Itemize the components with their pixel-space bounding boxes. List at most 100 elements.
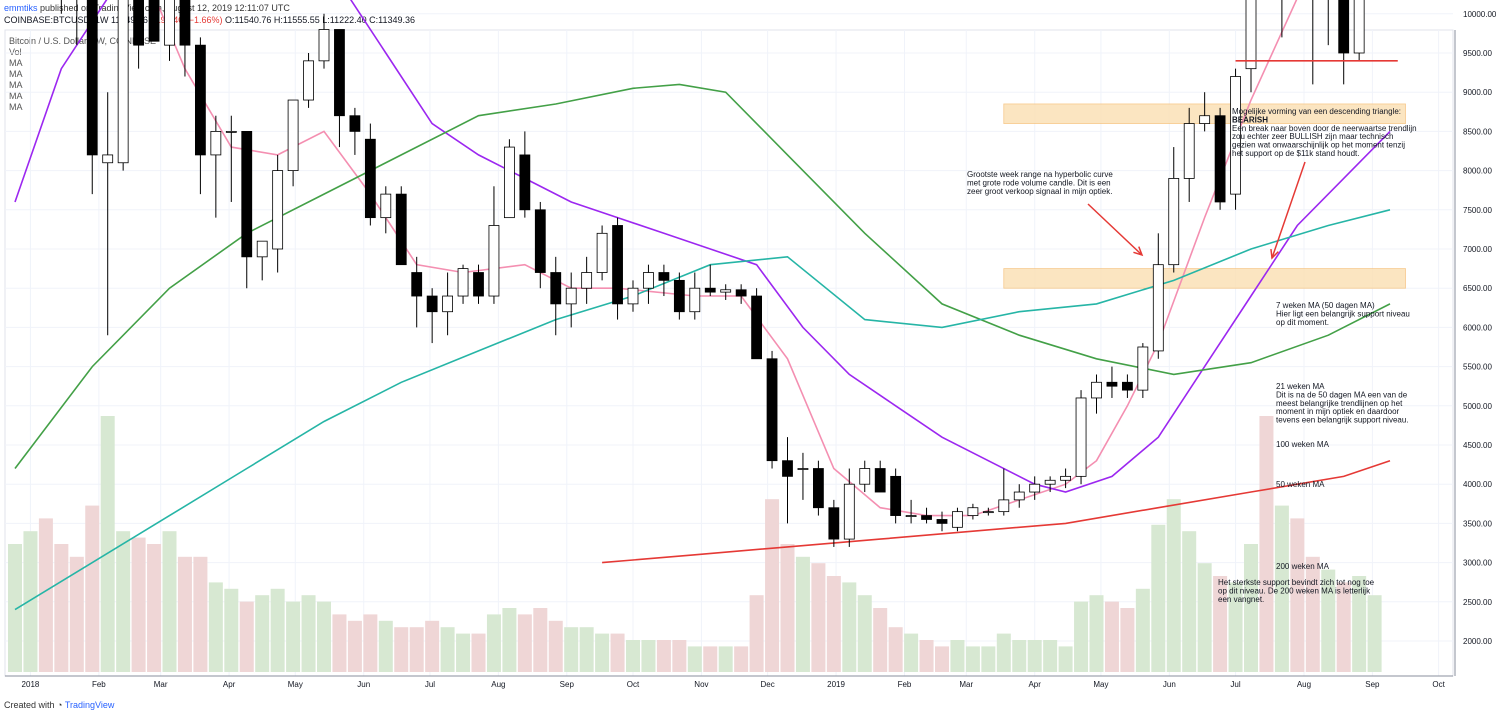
- volume-bar: [347, 620, 362, 672]
- candle-body: [426, 295, 438, 313]
- candle-body: [1060, 475, 1071, 481]
- annotation-line: moment in mijn optiek en daardoor: [1276, 407, 1400, 416]
- annotation-line: het support op de $11k stand houdt.: [1232, 149, 1360, 158]
- candle-body: [952, 511, 963, 528]
- candle-body: [1230, 76, 1241, 195]
- volume-bar: [1213, 576, 1228, 672]
- volume-bar: [935, 646, 949, 672]
- footer: Created with ◔ TradingView: [4, 700, 114, 710]
- candle-body: [550, 272, 562, 305]
- ma-line: [14, 0, 1391, 493]
- annotation-line: BEARISH: [1232, 115, 1268, 124]
- volume-bar: [811, 563, 826, 672]
- volume-bar: [1336, 582, 1351, 672]
- y-tick-label: 3000.00: [1463, 559, 1492, 568]
- candle-body: [1199, 115, 1211, 124]
- legend-ma-2[interactable]: MA: [9, 69, 23, 79]
- x-tick-label: Sep: [1365, 680, 1380, 689]
- indicator-legend: Bitcoin / U.S. Dollar, 1W, COINBASE Vol …: [9, 36, 156, 113]
- candle-body: [86, 0, 98, 156]
- y-tick-label: 6000.00: [1463, 323, 1492, 332]
- volume-bar: [1027, 640, 1042, 672]
- candle-body: [133, 0, 145, 46]
- candle-body: [334, 29, 345, 117]
- candle-body: [921, 515, 932, 520]
- volume-bar: [502, 608, 517, 672]
- annotation-line: met grote rode volume candle. Dit is een: [967, 178, 1111, 187]
- legend-ma-1[interactable]: MA: [9, 58, 23, 68]
- volume-bar: [795, 556, 810, 672]
- volume-bar: [950, 640, 965, 672]
- candle-body: [1106, 381, 1118, 387]
- candle-body: [596, 232, 608, 273]
- footer-created: Created with: [4, 700, 55, 710]
- annotation-line: Het sterkste support bevindt zich tot no…: [1218, 578, 1375, 587]
- volume-bar: [1058, 646, 1073, 672]
- y-tick-label: 7500.00: [1463, 206, 1492, 215]
- legend-ma-5[interactable]: MA: [9, 102, 23, 112]
- candle-body: [411, 272, 423, 297]
- volume-bar: [1259, 416, 1274, 672]
- candle-body: [735, 289, 747, 297]
- x-tick-label: 2019: [827, 680, 845, 689]
- volume-bar: [38, 518, 53, 672]
- candle-body: [627, 287, 639, 305]
- x-tick-label: Jun: [1163, 680, 1176, 689]
- candle-body: [1152, 264, 1164, 352]
- candle-body: [612, 225, 623, 305]
- ma-line: [602, 459, 1391, 564]
- candle-body: [488, 225, 500, 297]
- volume-bar: [425, 620, 440, 672]
- volume-bar: [1012, 640, 1027, 672]
- x-tick-label: Oct: [1432, 680, 1445, 689]
- candle-body: [164, 0, 175, 46]
- x-tick-label: Aug: [1297, 680, 1311, 689]
- footer-brand-link[interactable]: TradingView: [64, 700, 115, 710]
- candle-body: [998, 499, 1010, 513]
- volume-bar: [919, 640, 934, 672]
- annotation-line: Een break naar boven door de neerwaartse…: [1232, 124, 1417, 133]
- x-tick-label: Mar: [154, 680, 168, 689]
- annotation-line: zou echter zeer BULLISH zijn maar techni…: [1232, 132, 1393, 141]
- annotation-text: 200 weken MA: [1276, 562, 1330, 571]
- volume-bar: [1135, 588, 1150, 672]
- volume-bar: [23, 531, 38, 672]
- ma-line: [14, 83, 1391, 469]
- annotation-line: 7 weken MA (50 dagen MA): [1276, 301, 1375, 310]
- legend-ma-3[interactable]: MA: [9, 80, 23, 90]
- legend-ma-4[interactable]: MA: [9, 91, 23, 101]
- candle-body: [519, 154, 531, 211]
- x-tick-label: Jul: [1230, 680, 1240, 689]
- y-tick-label: 10000.00: [1463, 10, 1497, 19]
- candle-body: [395, 193, 407, 266]
- y-tick-label: 5000.00: [1463, 402, 1492, 411]
- volume-bar: [286, 601, 301, 672]
- annotation-text: 50 weken MA: [1276, 480, 1325, 489]
- volume-bar: [548, 620, 563, 672]
- volume-bar: [1089, 595, 1104, 672]
- volume-arrow-head: [1133, 246, 1144, 257]
- volume-bar: [780, 544, 795, 672]
- volume-bar: [1274, 505, 1289, 672]
- support-zone: [1003, 268, 1406, 289]
- legend-vol[interactable]: Vol: [9, 47, 22, 57]
- volume-bar: [363, 614, 378, 672]
- author-link[interactable]: emmtiks: [4, 3, 38, 13]
- volume-bar: [440, 627, 455, 672]
- candle-body: [751, 295, 762, 360]
- candle-body: [303, 60, 314, 101]
- bearish-arrow-shaft: [1271, 161, 1306, 259]
- volume-bar: [456, 633, 471, 672]
- candle-body: [534, 209, 546, 273]
- volume-bar: [1290, 518, 1305, 672]
- candle-body: [704, 287, 716, 293]
- volume-bar: [1043, 640, 1058, 672]
- x-tick-label: May: [1093, 680, 1108, 689]
- candle-body: [1214, 115, 1226, 203]
- volume-arrow-shaft: [1087, 203, 1143, 256]
- volume-bar: [1166, 499, 1181, 672]
- volume-bar: [595, 633, 610, 672]
- candle-body: [117, 0, 129, 164]
- volume-bar: [131, 537, 146, 672]
